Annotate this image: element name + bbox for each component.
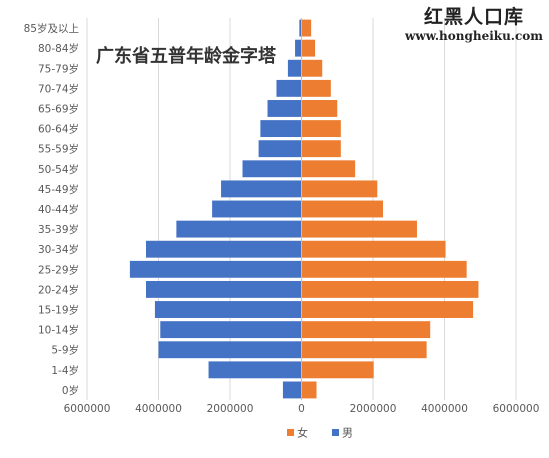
bar-female: [301, 120, 341, 138]
x-tick-label: 4000000: [421, 403, 468, 415]
bar-male: [295, 39, 302, 57]
category-label: 65-69岁: [38, 102, 79, 115]
watermark-name: 红黑人口库: [424, 6, 525, 28]
bar-male: [212, 200, 302, 218]
bar-female: [301, 220, 417, 238]
category-label: 10-14岁: [38, 324, 79, 337]
legend-label: 男: [342, 427, 353, 440]
category-label: 30-34岁: [38, 243, 79, 256]
bar-male: [176, 220, 302, 238]
category-label: 50-54岁: [38, 163, 79, 176]
x-tick-label: 6000000: [493, 403, 540, 415]
category-label: 0岁: [62, 384, 79, 397]
bar-male: [221, 180, 302, 198]
bar-male: [208, 361, 302, 379]
bar-male: [299, 19, 302, 37]
category-label: 45-49岁: [38, 183, 79, 196]
category-label: 70-74岁: [38, 82, 79, 95]
bar-female: [301, 79, 331, 97]
bar-female: [301, 240, 446, 258]
category-label: 35-39岁: [38, 223, 79, 236]
bar-male: [282, 381, 302, 399]
bar-male: [129, 260, 302, 278]
x-tick-label: 2000000: [207, 403, 254, 415]
category-label: 5-9岁: [51, 344, 79, 357]
category-label: 15-19岁: [38, 304, 79, 317]
legend-label: 女: [297, 426, 308, 440]
legend-swatch: [332, 429, 339, 436]
category-label: 55-59岁: [38, 143, 79, 156]
bar-male: [267, 100, 302, 117]
bar-female: [301, 361, 374, 379]
bar-female: [301, 200, 384, 218]
bar-female: [301, 59, 323, 77]
bar-male: [145, 280, 302, 298]
category-label: 1-4岁: [51, 364, 79, 377]
bar-male: [160, 321, 302, 339]
watermark: 红黑人口库 www.hongheiku.com: [405, 2, 543, 43]
x-tick-label: 0: [298, 403, 305, 415]
bar-female: [301, 381, 317, 399]
category-label: 20-24岁: [38, 283, 79, 296]
bar-male: [260, 120, 302, 138]
bar-male: [242, 160, 302, 178]
category-label: 75-79岁: [38, 62, 79, 75]
x-tick-label: 4000000: [135, 403, 182, 415]
bar-female: [301, 301, 474, 318]
bar-female: [301, 19, 312, 37]
category-label: 25-29岁: [38, 263, 79, 276]
chart-title: 广东省五普年龄金字塔: [96, 46, 276, 67]
bar-female: [301, 180, 378, 198]
bar-female: [301, 39, 316, 57]
bar-male: [154, 301, 302, 318]
legend-swatch: [287, 429, 294, 436]
bar-male: [258, 140, 302, 158]
bar-female: [301, 160, 356, 178]
bar-male: [276, 79, 302, 97]
x-tick-label: 6000000: [64, 403, 111, 415]
bar-male: [145, 240, 302, 258]
bar-male: [287, 59, 302, 77]
bar-female: [301, 100, 338, 117]
bar-female: [301, 260, 467, 278]
category-label: 60-64岁: [38, 123, 79, 136]
bar-male: [158, 341, 302, 359]
bar-female: [301, 140, 341, 158]
watermark-url: www.hongheiku.com: [405, 29, 543, 43]
x-tick-label: 2000000: [350, 403, 397, 415]
category-label: 40-44岁: [38, 203, 79, 216]
category-label: 85岁及以上: [24, 22, 79, 35]
bar-female: [301, 280, 479, 298]
bar-female: [301, 341, 427, 359]
category-label: 80-84岁: [38, 42, 79, 55]
bar-female: [301, 321, 431, 339]
